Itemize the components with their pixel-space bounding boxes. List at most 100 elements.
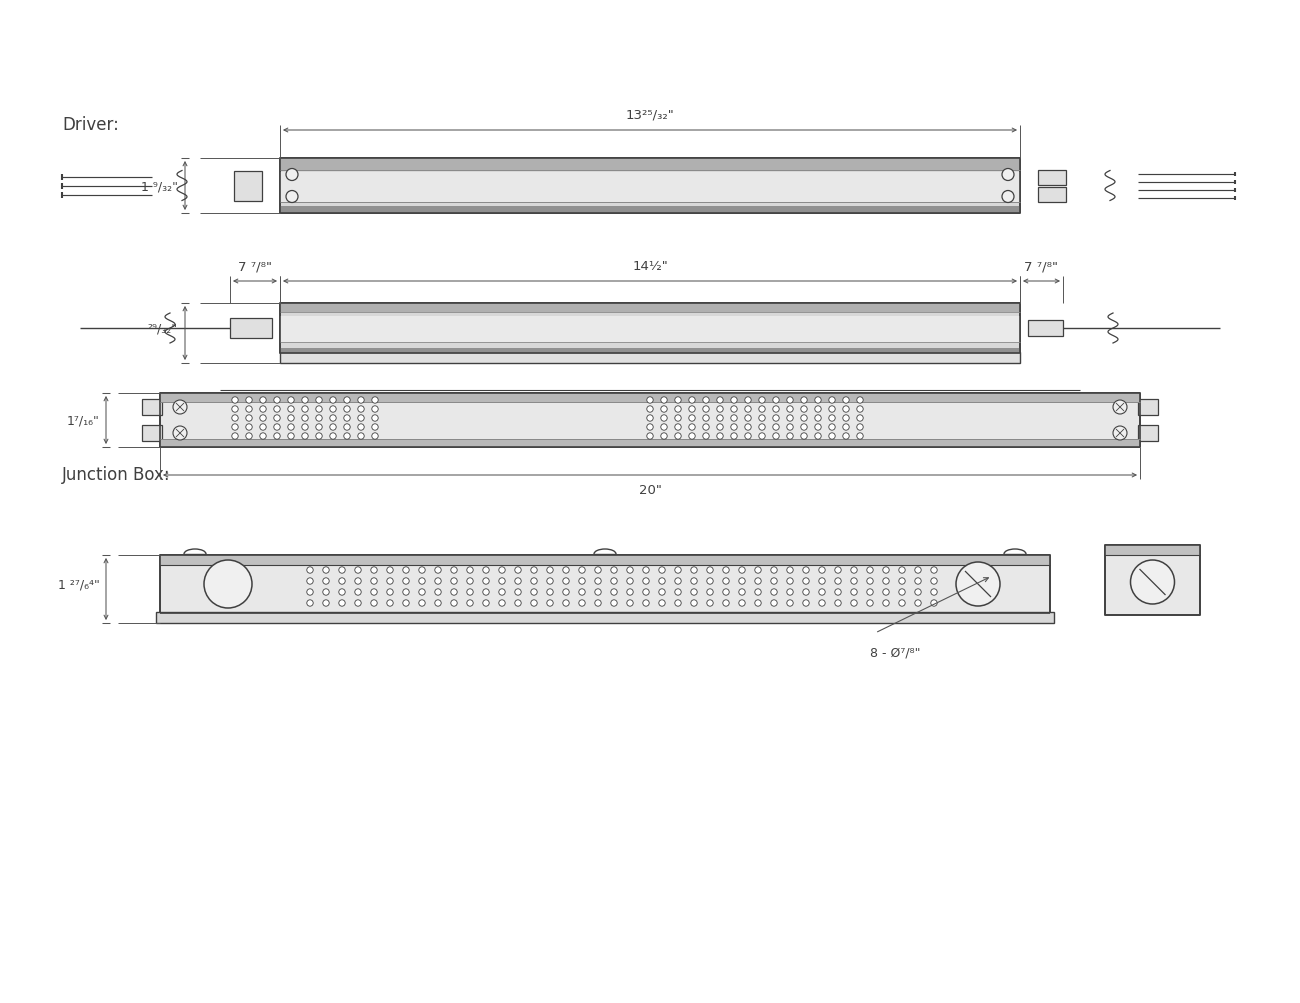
Circle shape bbox=[883, 568, 889, 574]
Circle shape bbox=[322, 600, 329, 607]
Circle shape bbox=[898, 578, 905, 585]
Circle shape bbox=[835, 600, 841, 607]
Circle shape bbox=[499, 589, 506, 596]
Circle shape bbox=[690, 578, 697, 585]
Circle shape bbox=[231, 406, 238, 413]
Circle shape bbox=[759, 415, 766, 422]
Text: 1 ⁹/₃₂": 1 ⁹/₃₂" bbox=[140, 180, 178, 193]
Circle shape bbox=[372, 415, 378, 422]
Circle shape bbox=[343, 433, 350, 439]
Circle shape bbox=[434, 568, 441, 574]
Circle shape bbox=[850, 568, 857, 574]
Circle shape bbox=[647, 406, 653, 413]
Circle shape bbox=[803, 568, 809, 574]
Circle shape bbox=[246, 415, 252, 422]
Circle shape bbox=[723, 600, 729, 607]
Circle shape bbox=[595, 578, 601, 585]
Circle shape bbox=[547, 578, 554, 585]
Circle shape bbox=[857, 424, 863, 430]
Circle shape bbox=[316, 433, 322, 439]
Circle shape bbox=[246, 397, 252, 404]
Circle shape bbox=[260, 415, 266, 422]
Circle shape bbox=[642, 600, 649, 607]
Bar bbox=[142, 399, 162, 415]
Circle shape bbox=[343, 424, 350, 430]
Circle shape bbox=[530, 600, 537, 607]
Circle shape bbox=[815, 397, 822, 404]
Circle shape bbox=[260, 397, 266, 404]
Circle shape bbox=[307, 568, 313, 574]
Circle shape bbox=[467, 589, 473, 596]
Circle shape bbox=[835, 589, 841, 596]
Circle shape bbox=[738, 589, 745, 596]
Circle shape bbox=[627, 600, 633, 607]
Circle shape bbox=[703, 424, 710, 430]
Circle shape bbox=[343, 415, 350, 422]
Circle shape bbox=[1113, 400, 1127, 414]
Circle shape bbox=[358, 415, 364, 422]
Circle shape bbox=[287, 397, 294, 404]
Circle shape bbox=[370, 600, 377, 607]
Bar bbox=[280, 304, 1021, 313]
Circle shape bbox=[563, 589, 569, 596]
Circle shape bbox=[403, 589, 410, 596]
Circle shape bbox=[835, 578, 841, 585]
Circle shape bbox=[745, 424, 751, 430]
Circle shape bbox=[260, 424, 266, 430]
Circle shape bbox=[403, 600, 410, 607]
Circle shape bbox=[451, 568, 458, 574]
Circle shape bbox=[675, 415, 681, 422]
Circle shape bbox=[302, 406, 308, 413]
Circle shape bbox=[759, 406, 766, 413]
Bar bbox=[280, 353, 1021, 364]
Circle shape bbox=[482, 568, 489, 574]
Circle shape bbox=[499, 578, 506, 585]
Circle shape bbox=[690, 600, 697, 607]
Circle shape bbox=[515, 568, 521, 574]
Circle shape bbox=[246, 424, 252, 430]
Circle shape bbox=[675, 397, 681, 404]
Circle shape bbox=[931, 568, 937, 574]
Circle shape bbox=[547, 568, 554, 574]
Bar bbox=[230, 319, 272, 339]
Circle shape bbox=[642, 589, 649, 596]
Circle shape bbox=[642, 578, 649, 585]
Circle shape bbox=[786, 600, 793, 607]
Circle shape bbox=[867, 600, 874, 607]
Bar bbox=[1037, 171, 1066, 186]
Circle shape bbox=[627, 589, 633, 596]
Circle shape bbox=[578, 600, 585, 607]
Circle shape bbox=[675, 600, 681, 607]
Circle shape bbox=[771, 600, 777, 607]
Circle shape bbox=[434, 600, 441, 607]
Circle shape bbox=[675, 406, 681, 413]
Circle shape bbox=[659, 589, 666, 596]
Circle shape bbox=[723, 568, 729, 574]
Circle shape bbox=[482, 589, 489, 596]
Bar bbox=[280, 208, 1021, 214]
Circle shape bbox=[707, 578, 714, 585]
Circle shape bbox=[883, 578, 889, 585]
Circle shape bbox=[755, 578, 762, 585]
Circle shape bbox=[343, 397, 350, 404]
Bar bbox=[160, 556, 1050, 566]
Circle shape bbox=[419, 578, 425, 585]
Bar bbox=[1037, 188, 1066, 203]
Bar bbox=[160, 556, 1050, 614]
Circle shape bbox=[286, 170, 298, 182]
Circle shape bbox=[772, 424, 779, 430]
Text: 7 ⁷/⁸": 7 ⁷/⁸" bbox=[1024, 260, 1058, 273]
Circle shape bbox=[316, 415, 322, 422]
Circle shape bbox=[772, 397, 779, 404]
Circle shape bbox=[660, 397, 667, 404]
Circle shape bbox=[547, 600, 554, 607]
Circle shape bbox=[578, 568, 585, 574]
Circle shape bbox=[316, 397, 322, 404]
Circle shape bbox=[931, 589, 937, 596]
Circle shape bbox=[204, 561, 252, 609]
Bar bbox=[160, 393, 1140, 402]
Circle shape bbox=[786, 568, 793, 574]
Circle shape bbox=[915, 578, 922, 585]
Circle shape bbox=[372, 397, 378, 404]
Circle shape bbox=[801, 415, 807, 422]
